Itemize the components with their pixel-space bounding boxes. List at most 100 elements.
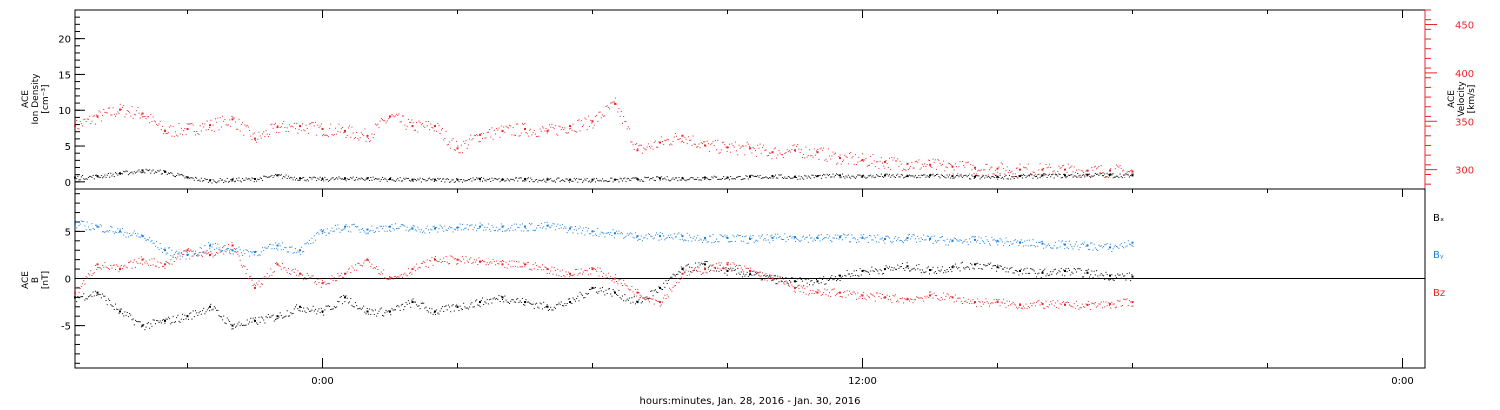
field-series-2-sample [1096, 306, 1098, 308]
density-series-sample [956, 175, 958, 177]
field-series-1-sample [323, 229, 325, 231]
field-series-2-sample [91, 275, 93, 277]
velocity-series-sample [604, 115, 606, 117]
field-series-1-sample [405, 229, 407, 231]
field-series-0-sample [494, 298, 496, 300]
velocity-series-sample [436, 130, 438, 132]
density-series-sample [356, 176, 358, 178]
density-series-sample [237, 179, 239, 181]
velocity-series-sample [704, 141, 706, 143]
density-series-sample [433, 181, 435, 183]
field-series-2-sample [956, 300, 958, 302]
velocity-series-point [816, 151, 819, 154]
field-series-1-sample [306, 241, 308, 243]
field-series-2-sample [426, 259, 428, 261]
field-series-2-sample [172, 256, 174, 258]
velocity-series-point [771, 151, 774, 154]
field-series-0-sample [761, 279, 763, 281]
velocity-series-sample [845, 156, 847, 158]
field-series-2-sample [963, 297, 965, 299]
density-series-sample [104, 174, 106, 176]
field-series-0-sample [229, 320, 231, 322]
density-series-sample [703, 177, 705, 179]
field-series-2-sample [711, 265, 713, 267]
field-series-0-sample [309, 310, 311, 312]
field-series-2-sample [620, 282, 622, 284]
field-series-2-sample [713, 270, 715, 272]
field-series-1-point [164, 249, 166, 252]
field-series-1-sample [654, 234, 656, 236]
field-series-2-sample [75, 293, 76, 295]
field-series-0-sample [993, 264, 995, 266]
field-series-2-sample [439, 258, 441, 260]
field-series-1-sample [205, 250, 207, 252]
field-series-1-sample [171, 249, 173, 251]
field-series-2-sample [342, 276, 344, 278]
velocity-series-sample [639, 144, 641, 146]
velocity-series-sample [233, 117, 235, 119]
field-series-0-sample [505, 299, 507, 301]
density-series-sample [764, 177, 766, 179]
velocity-series-sample [243, 134, 245, 136]
velocity-series-sample [444, 137, 446, 139]
field-series-0-sample [669, 278, 671, 280]
velocity-series-sample [814, 154, 816, 156]
velocity-series-sample [611, 102, 613, 104]
field-series-2-sample [232, 244, 234, 246]
velocity-series-sample [237, 128, 239, 130]
field-series-2-sample [646, 296, 648, 298]
field-series-0-sample [352, 306, 354, 308]
velocity-series-sample [283, 120, 285, 122]
velocity-series-sample [143, 115, 145, 117]
field-series-0-sample [533, 307, 535, 309]
field-series-1-sample [772, 239, 774, 241]
velocity-series-sample [189, 123, 191, 125]
field-series-2-sample [336, 280, 338, 282]
field-series-2-sample [473, 259, 475, 261]
density-series-sample [1045, 174, 1047, 176]
velocity-series-sample [572, 123, 574, 125]
field-series-0-sample [400, 304, 402, 306]
density-series-sample [509, 180, 511, 182]
density-series-sample [559, 181, 561, 183]
field-series-2-sample [905, 299, 907, 301]
field-series-0-sample [139, 321, 141, 323]
density-series-sample [613, 179, 615, 181]
field-series-0-sample [433, 312, 435, 314]
field-series-1-sample [879, 238, 881, 240]
field-series-1-sample [630, 232, 632, 234]
velocity-series-sample [584, 117, 586, 119]
field-series-2-sample [1098, 303, 1100, 305]
field-series-0-sample [892, 269, 894, 271]
field-series-2-sample [1114, 307, 1116, 309]
density-series-sample [1004, 176, 1006, 178]
field-series-0-sample [738, 272, 740, 274]
field-series-2-sample [165, 261, 167, 263]
field-series-2-sample [92, 273, 94, 275]
velocity-series-sample [362, 133, 364, 135]
field-series-2-sample [558, 275, 560, 277]
density-series-sample [886, 173, 888, 175]
field-series-0-sample [1041, 270, 1043, 272]
field-series-0-sample [572, 297, 574, 299]
density-series-sample [126, 170, 128, 172]
field-series-0-sample [118, 312, 120, 314]
field-series-0-sample [1018, 274, 1020, 276]
field-series-2-sample [718, 262, 720, 264]
velocity-series-sample [1120, 167, 1122, 169]
density-series-sample [243, 179, 245, 181]
density-series-sample [274, 173, 276, 175]
velocity-series-sample [96, 114, 98, 116]
velocity-series-sample [427, 121, 429, 123]
field-series-0-point [96, 291, 99, 294]
field-series-0-sample [1101, 274, 1103, 276]
field-series-2-sample [583, 271, 585, 273]
field-series-2-sample [854, 293, 856, 295]
velocity-series-sample [838, 156, 840, 158]
field-series-2-sample [192, 255, 194, 257]
field-series-1-sample [320, 228, 322, 230]
density-series-sample [1048, 173, 1050, 175]
density-series-sample [930, 173, 932, 175]
velocity-series-sample [1127, 171, 1129, 173]
density-series-sample [851, 175, 853, 177]
